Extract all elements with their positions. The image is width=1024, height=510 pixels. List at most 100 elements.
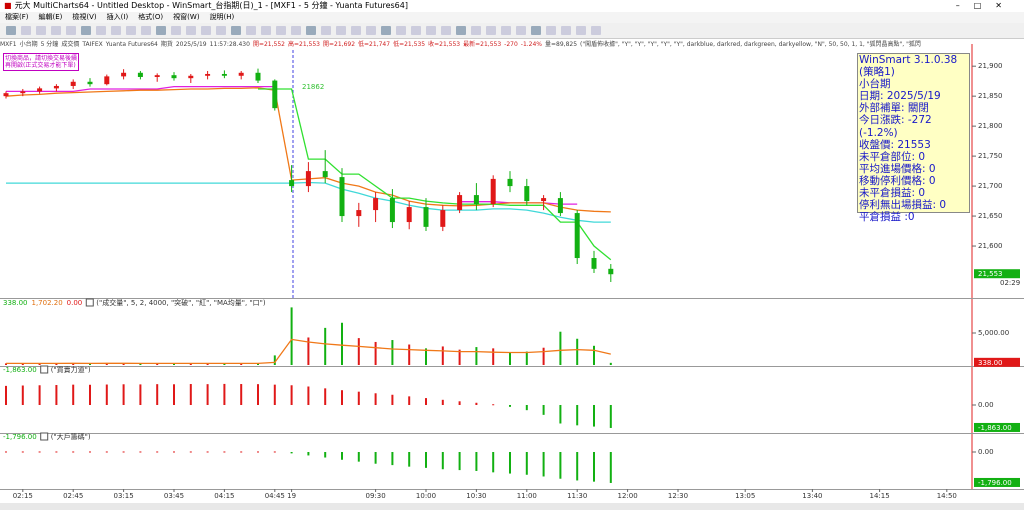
toolbar-button[interactable] <box>471 26 481 35</box>
bar <box>576 338 579 365</box>
candle-body <box>541 198 547 202</box>
bar <box>139 363 142 365</box>
bar <box>173 451 175 453</box>
x-tick-label: 14:50 <box>937 492 957 500</box>
bar <box>475 402 478 405</box>
bar <box>324 327 327 365</box>
menu-item[interactable]: 檢視(V) <box>72 13 97 21</box>
toolbar-button[interactable] <box>36 26 46 35</box>
bar <box>105 451 108 453</box>
candle-body <box>524 186 530 202</box>
toolbar-button[interactable] <box>531 26 541 35</box>
toolbar-button[interactable] <box>321 26 331 35</box>
candle-body <box>37 88 43 92</box>
candle-body <box>440 210 446 227</box>
toolbar-button[interactable] <box>216 26 226 35</box>
toolbar-button[interactable] <box>111 26 121 35</box>
toolbar-button[interactable] <box>486 26 496 35</box>
toolbar-button[interactable] <box>231 26 241 35</box>
toolbar-button[interactable] <box>426 26 436 35</box>
toolbar-button[interactable] <box>21 26 31 35</box>
candle-body <box>154 75 160 77</box>
toolbar-button[interactable] <box>411 26 421 35</box>
toolbar-button[interactable] <box>336 26 346 35</box>
symbol-info: 高=21,553 <box>287 41 320 48</box>
study-close-box <box>40 432 49 441</box>
toolbar-button[interactable] <box>396 26 406 35</box>
toolbar-button[interactable] <box>261 26 271 35</box>
toolbar-button[interactable] <box>561 26 571 35</box>
toolbar-button[interactable] <box>546 26 556 35</box>
last-value-box <box>974 477 1020 487</box>
info-line: 外部補單: 關閉 <box>859 102 929 115</box>
toolbar-button[interactable] <box>126 26 136 35</box>
bar <box>408 344 411 365</box>
bar <box>55 451 58 453</box>
info-line: 未平倉部位: 0 <box>859 150 926 163</box>
bar <box>525 404 528 411</box>
toolbar-button[interactable] <box>96 26 106 35</box>
toolbar-button[interactable] <box>591 26 601 35</box>
menu-item[interactable]: 視窗(W) <box>173 13 200 21</box>
last-value-box <box>974 422 1020 432</box>
bar <box>122 384 125 405</box>
toolbar-button[interactable] <box>66 26 76 35</box>
bar <box>156 451 159 453</box>
symbol-info: -1.24% <box>520 41 543 48</box>
menu-item[interactable]: 格式(O) <box>138 13 164 21</box>
menu-item[interactable]: 編輯(E) <box>38 13 63 21</box>
bar <box>307 386 310 405</box>
bar <box>21 385 24 405</box>
toolbar-button[interactable] <box>156 26 166 35</box>
toolbar-button[interactable] <box>6 26 16 35</box>
toolbar-button[interactable] <box>81 26 91 35</box>
bar <box>441 346 444 365</box>
bar <box>593 452 595 482</box>
candle-body <box>104 76 110 85</box>
menu-item[interactable]: 插入(I) <box>106 13 129 21</box>
toolbar-button[interactable] <box>456 26 466 35</box>
note-line: 再開啟(正式交易才能下單) <box>5 62 76 69</box>
toolbar-button[interactable] <box>306 26 316 35</box>
study-name: ("大戶籌碼") <box>51 432 91 441</box>
bar <box>341 322 343 365</box>
toolbar-button[interactable] <box>516 26 526 35</box>
toolbar-button[interactable] <box>441 26 451 35</box>
toolbar-button[interactable] <box>381 26 391 35</box>
toolbar-button[interactable] <box>501 26 511 35</box>
toolbar-button[interactable] <box>276 26 286 35</box>
toolbar-button[interactable] <box>576 26 586 35</box>
candle-body <box>255 72 261 81</box>
bar <box>72 363 75 365</box>
study-name: ("買賣力道") <box>51 365 91 374</box>
x-tick-label: 10:30 <box>466 492 486 500</box>
toolbar-button[interactable] <box>351 26 361 35</box>
menu-item[interactable]: 檔案(F) <box>5 13 29 21</box>
candle-body <box>457 195 463 211</box>
last-value-label: -1,863.00 <box>978 424 1012 432</box>
bar <box>509 452 511 474</box>
menu-bar: 檔案(F) 編輯(E) 檢視(V) 插入(I) 格式(O) 視窗(W) 說明(H) <box>0 12 1024 23</box>
study-value: 1,702.20 <box>32 299 63 307</box>
bar <box>173 384 175 405</box>
x-tick-label: 11:00 <box>517 492 537 500</box>
toolbar-button[interactable] <box>186 26 196 35</box>
candle-body <box>389 198 395 223</box>
toolbar-button[interactable] <box>291 26 301 35</box>
symbol-info: 收=21,553 <box>428 41 461 48</box>
toolbar-button[interactable] <box>51 26 61 35</box>
x-tick-label: 04:45 <box>265 492 285 500</box>
bar <box>458 452 461 471</box>
x-tick-label: 12:30 <box>668 492 688 500</box>
toolbar-button[interactable] <box>141 26 151 35</box>
toolbar-button[interactable] <box>366 26 376 35</box>
candle-body <box>406 207 412 223</box>
candle-body <box>272 80 278 109</box>
toolbar-button[interactable] <box>171 26 181 35</box>
toolbar-button[interactable] <box>201 26 211 35</box>
toolbar-button[interactable] <box>246 26 256 35</box>
bar <box>139 451 142 453</box>
bar <box>542 452 545 477</box>
window-controls[interactable]: –□✕ <box>955 1 1016 10</box>
menu-item[interactable]: 說明(H) <box>209 13 235 21</box>
